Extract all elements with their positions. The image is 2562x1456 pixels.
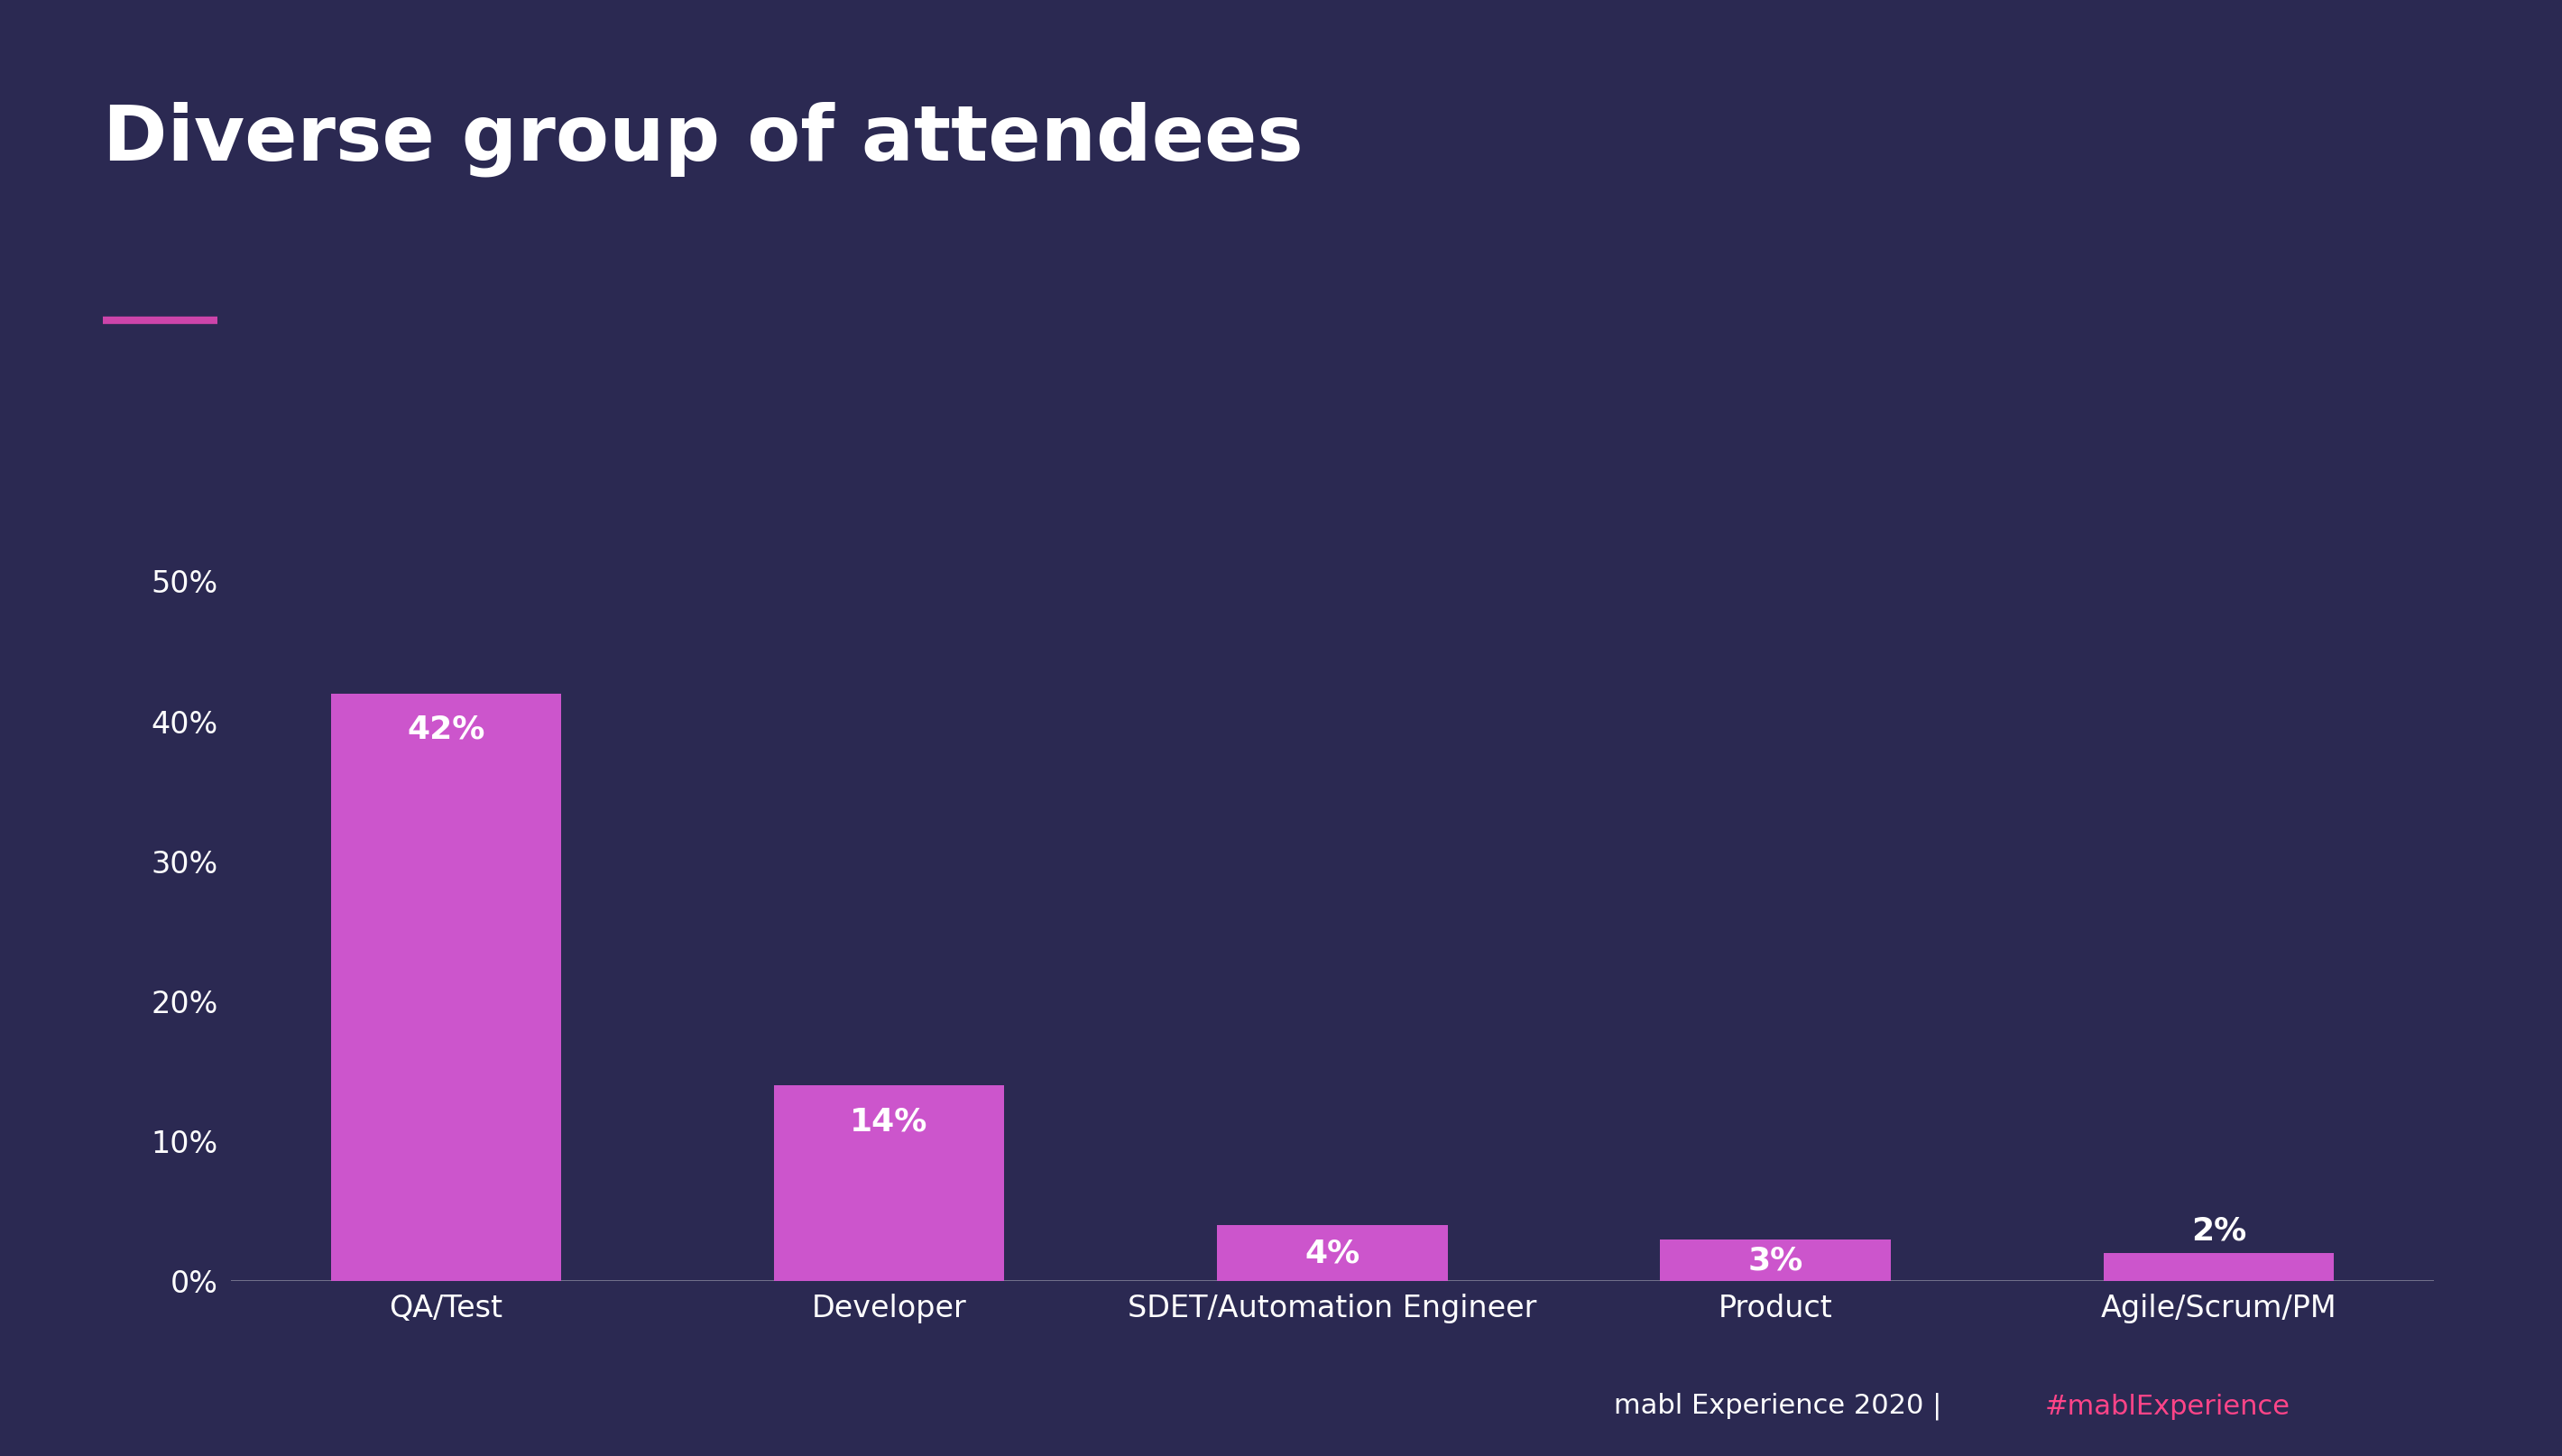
Text: 42%: 42% (407, 715, 484, 745)
Bar (330, 693, 561, 1281)
Text: 2%: 2% (2191, 1216, 2247, 1246)
Text: 4%: 4% (1304, 1238, 1360, 1268)
Bar (1217, 1226, 1448, 1281)
Text: 14%: 14% (851, 1107, 927, 1137)
Text: Diverse group of attendees: Diverse group of attendees (102, 102, 1304, 178)
Bar (2103, 1254, 2334, 1281)
Bar (774, 1085, 1004, 1281)
Bar (1660, 1239, 1891, 1281)
Text: 3%: 3% (1747, 1245, 1804, 1275)
Text: #mablExperience: #mablExperience (2044, 1393, 2290, 1420)
Text: mabl Experience 2020 |: mabl Experience 2020 | (1614, 1392, 1950, 1420)
